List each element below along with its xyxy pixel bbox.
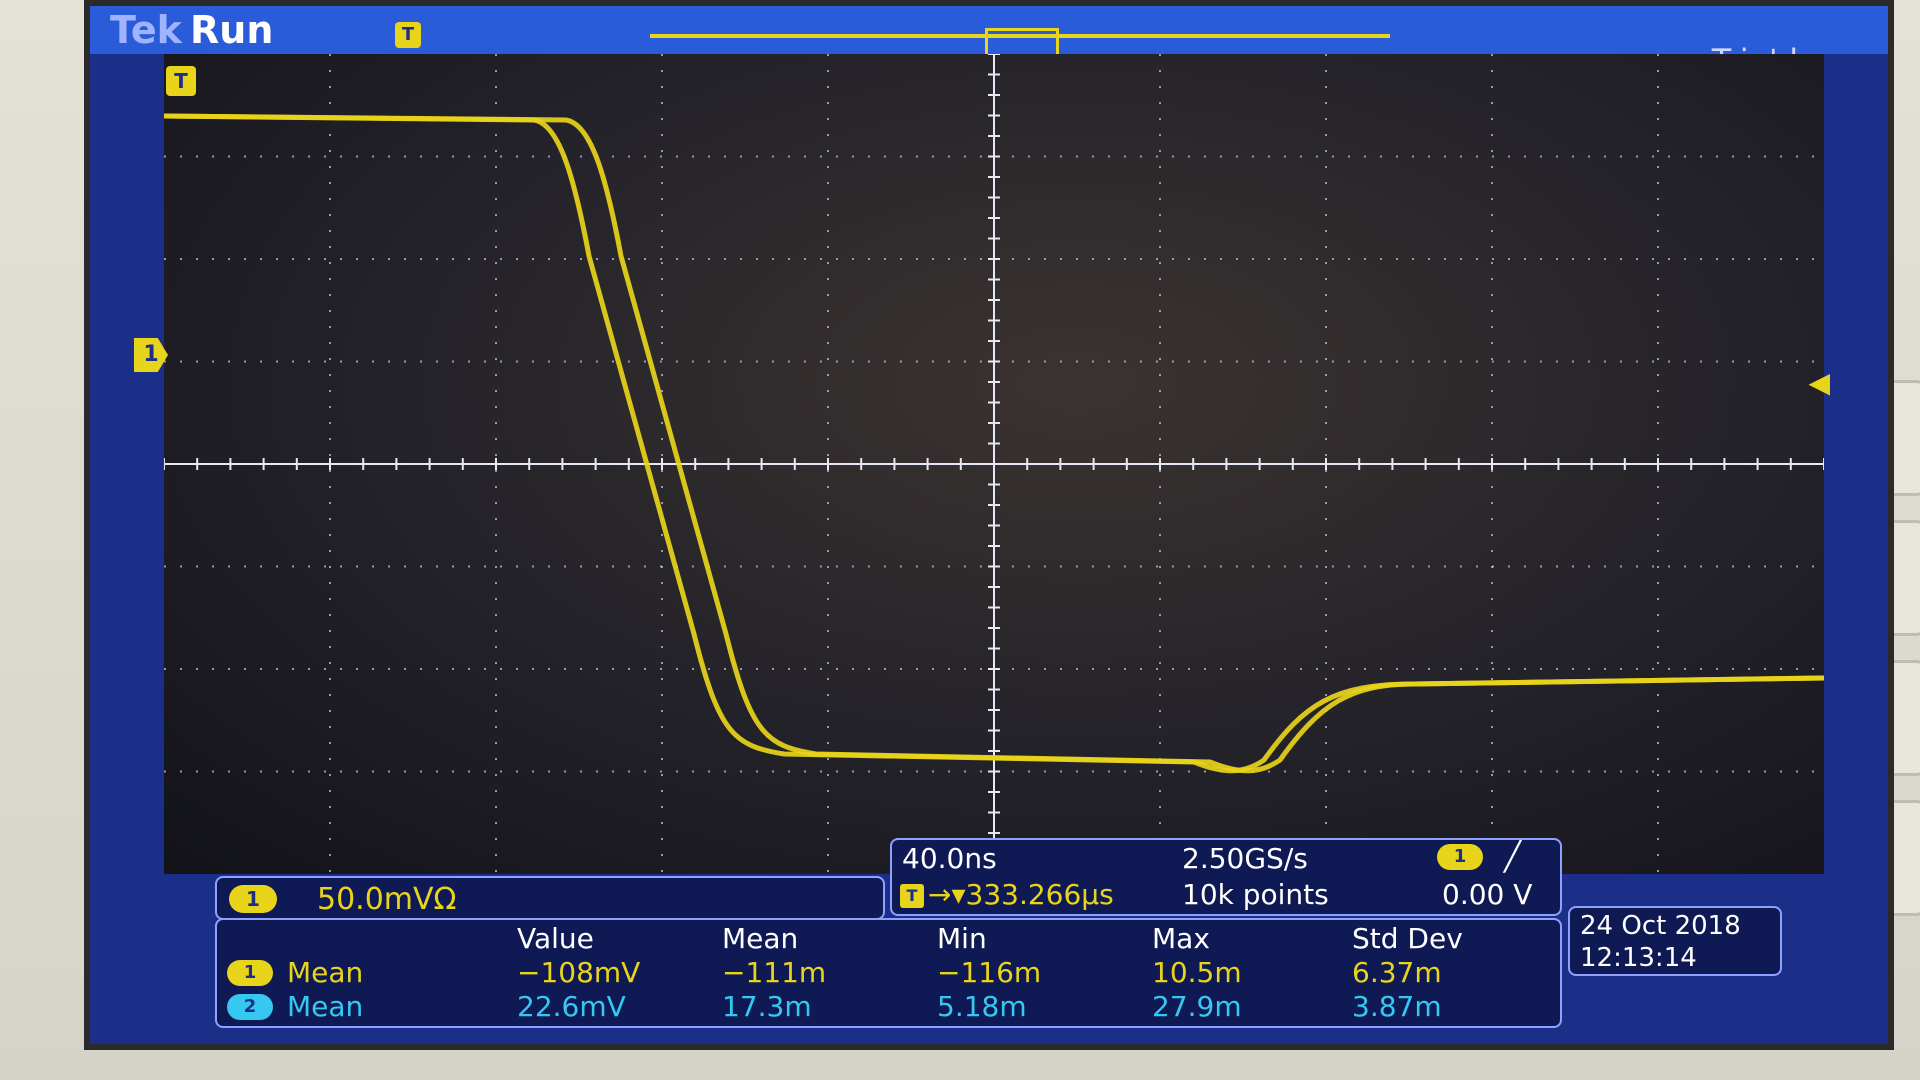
date-time-readout: 24 Oct 2018 12:13:14 [1568, 906, 1782, 976]
trigger-level: 0.00 V [1442, 878, 1533, 911]
measurement-row2-mean: 17.3m [722, 990, 812, 1023]
brand-label: Tek [110, 8, 182, 52]
trigger-level-arrow-icon: ◀ [1808, 366, 1830, 399]
record-view-bar [650, 34, 1390, 38]
column-header-value: Value [517, 922, 594, 955]
measurement-row2-value: 22.6mV [517, 990, 626, 1023]
measurement-row1-max: 10.5m [1152, 956, 1242, 989]
measurement-row1-std-dev: 6.37m [1352, 956, 1442, 989]
measurement-row2-badge: 2 [227, 994, 273, 1020]
oscilloscope-screen: Tek Run T Trig'd T 1 ◀ 1 50.0mVΩ 40.0ns … [84, 0, 1894, 1050]
measurement-row2-name: Mean [287, 990, 364, 1023]
timebase-readout[interactable]: 40.0ns 2.50GS/s 1 ╱ T →▾333.266μs 10k po… [890, 838, 1562, 916]
measurement-row1-min: −116m [937, 956, 1042, 989]
column-header-min: Min [937, 922, 987, 955]
status-header: Tek Run T Trig'd [90, 6, 1888, 80]
trigger-delay: →▾333.266μs [928, 878, 1114, 911]
time-label: 12:13:14 [1580, 943, 1697, 973]
waveform-graticule [164, 54, 1824, 874]
column-header-mean: Mean [722, 922, 799, 955]
measurement-row1-mean: −111m [722, 956, 827, 989]
trigger-t-marker-icon: T [166, 66, 196, 96]
record-length: 10k points [1182, 878, 1329, 911]
channel1-waveform-trace [164, 113, 1824, 774]
measurement-row1-badge: 1 [227, 960, 273, 986]
graticule-svg [164, 54, 1824, 874]
date-label: 24 Oct 2018 [1580, 911, 1741, 941]
trigger-position-icon: T [395, 22, 421, 48]
channel1-readout[interactable]: 1 50.0mVΩ [215, 876, 885, 920]
channel1-ground-marker[interactable]: 1 [134, 338, 168, 372]
column-header-std-dev: Std Dev [1352, 922, 1463, 955]
measurement-row1-name: Mean [287, 956, 364, 989]
measurement-row2-max: 27.9m [1152, 990, 1242, 1023]
column-header-max: Max [1152, 922, 1210, 955]
measurement-row2-std-dev: 3.87m [1352, 990, 1442, 1023]
measurement-row2-min: 5.18m [937, 990, 1027, 1023]
acquisition-status: Run [190, 8, 274, 52]
time-per-division: 40.0ns [902, 842, 997, 875]
rising-edge-icon: ╱ [1504, 840, 1521, 873]
trigger-delay-icon: T [900, 884, 924, 908]
channel1-scale: 50.0mVΩ [317, 882, 457, 917]
measurement-table: Value Mean Min Max Std Dev 1 Mean −108mV… [215, 918, 1562, 1028]
channel1-badge: 1 [229, 885, 277, 913]
channel1-waveform-trace-persist [164, 113, 1824, 774]
sample-rate: 2.50GS/s [1182, 842, 1308, 875]
trigger-source-badge: 1 [1437, 844, 1483, 870]
measurement-row1-value: −108mV [517, 956, 641, 989]
